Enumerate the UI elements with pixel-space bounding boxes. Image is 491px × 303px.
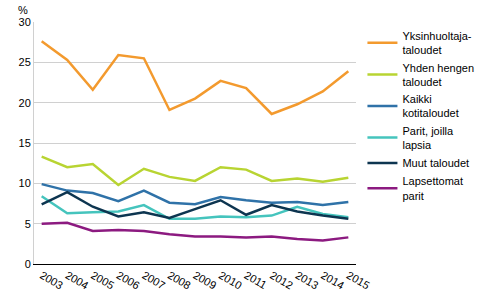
svg-text:2007: 2007	[140, 269, 167, 292]
svg-text:2015: 2015	[345, 269, 372, 292]
svg-text:15: 15	[19, 137, 31, 149]
svg-text:Parit, joillalapsia: Parit, joillalapsia	[402, 125, 454, 151]
svg-text:2010: 2010	[217, 269, 244, 292]
svg-text:Kaikkikotitaloudet: Kaikkikotitaloudet	[402, 93, 458, 119]
svg-text:2014: 2014	[319, 269, 346, 292]
svg-text:20: 20	[19, 97, 31, 109]
svg-text:Yhden hengentaloudet: Yhden hengentaloudet	[402, 62, 474, 88]
svg-text:Muut taloudet: Muut taloudet	[402, 157, 469, 169]
svg-text:10: 10	[19, 177, 31, 189]
svg-text:2003: 2003	[38, 269, 65, 292]
svg-text:%: %	[18, 4, 28, 16]
svg-text:2004: 2004	[63, 269, 90, 292]
svg-text:2006: 2006	[115, 269, 142, 292]
svg-text:2012: 2012	[268, 269, 295, 292]
svg-text:5: 5	[25, 218, 31, 230]
svg-text:2009: 2009	[191, 269, 218, 292]
svg-text:0: 0	[25, 258, 31, 270]
svg-text:2011: 2011	[242, 269, 268, 291]
svg-text:25: 25	[19, 56, 31, 68]
svg-text:2005: 2005	[89, 269, 116, 292]
svg-text:30: 30	[19, 16, 31, 28]
svg-text:2013: 2013	[293, 269, 320, 292]
svg-text:Yksinhuoltaja-taloudet: Yksinhuoltaja-taloudet	[402, 30, 471, 56]
svg-text:2008: 2008	[166, 269, 193, 292]
svg-text:Lapsettomatparit: Lapsettomatparit	[402, 175, 463, 201]
